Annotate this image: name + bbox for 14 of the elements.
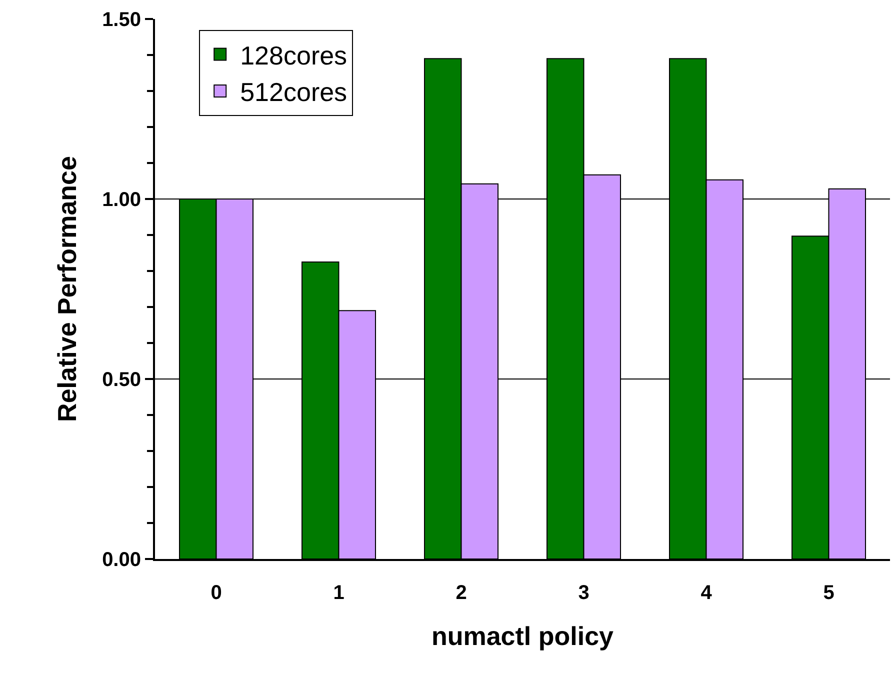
x-tick-label: 4: [700, 582, 713, 604]
x-tick-label: 2: [456, 582, 467, 604]
y-axis-title: Relative Performance: [52, 156, 82, 422]
y-tick-label: 0.50: [102, 369, 141, 391]
legend-label: 128cores: [240, 40, 348, 70]
x-tick-label: 0: [210, 582, 222, 604]
x-tick-label: 3: [578, 582, 590, 604]
x-tick-label: 5: [823, 582, 834, 604]
x-tick-label: 1: [333, 582, 344, 604]
y-tick-label: 0.00: [102, 549, 141, 571]
y-tick-label: 1.50: [102, 9, 141, 31]
x-axis-title: numactl policy: [431, 621, 614, 652]
legend-label: 512cores: [240, 77, 348, 108]
y-tick-label: 1.00: [102, 189, 141, 211]
